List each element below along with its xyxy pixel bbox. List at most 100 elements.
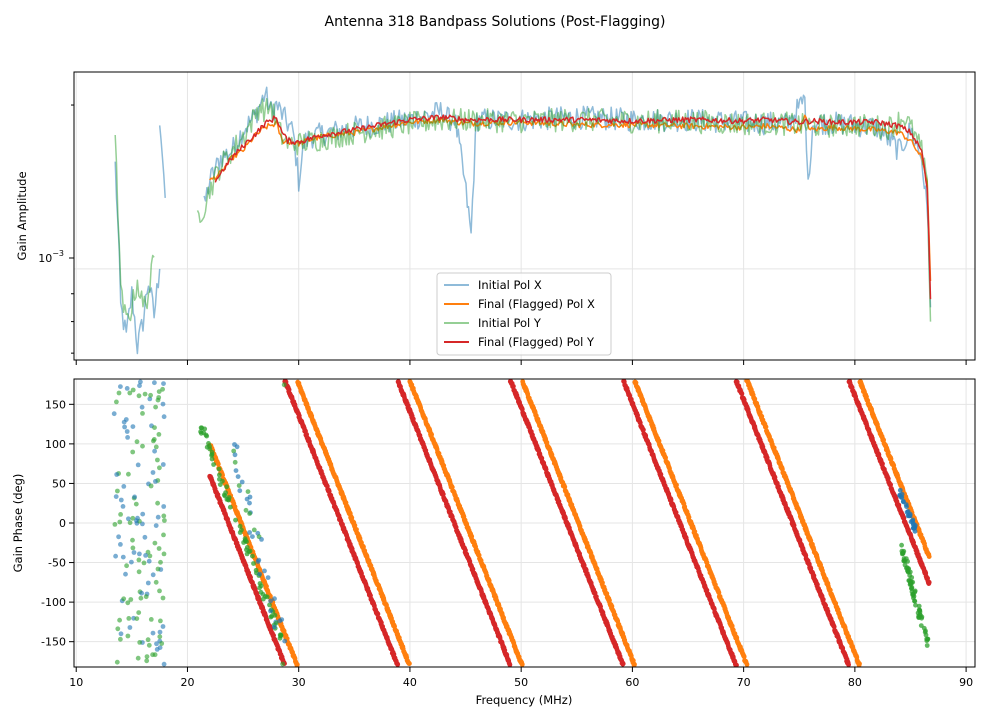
- phase-point-initial-noise: [144, 658, 150, 664]
- phase-point-initial-noise: [150, 630, 156, 636]
- phase-point-initial-noise: [155, 457, 160, 463]
- phase-point-initial-noise: [130, 387, 136, 393]
- phase-point-initial-noise: [137, 383, 142, 389]
- phase-point-pol-x-initial: [907, 511, 913, 517]
- phase-point-pol-x-final: [294, 662, 300, 667]
- phase-point-pol-x-final: [656, 438, 662, 444]
- phase-point-initial-noise: [140, 511, 146, 517]
- phase-point-initial-noise: [124, 429, 130, 434]
- phase-point-initial-noise: [146, 642, 152, 648]
- phase-point-pol-y-initial: [899, 551, 905, 557]
- phase-point-initial-scatter: [265, 575, 271, 580]
- phase-point-pol-y-final: [620, 661, 626, 667]
- phase-point-pol-x-final: [215, 461, 221, 467]
- phase-point-pol-y-final: [248, 575, 254, 580]
- phase-point-initial-noise: [132, 494, 138, 500]
- phase-point-pol-y-initial: [237, 523, 243, 529]
- phase-point-initial-scatter: [231, 448, 237, 454]
- phase-point-pol-x-final: [407, 661, 412, 666]
- phase-y-tick-label: 0: [59, 517, 66, 530]
- phase-point-pol-x-initial: [897, 487, 903, 493]
- phase-point-pol-y-initial: [924, 636, 930, 642]
- phase-point-pol-x-final: [741, 654, 747, 660]
- phase-point-initial-noise: [140, 411, 145, 416]
- phase-point-initial-noise: [130, 545, 136, 551]
- phase-point-initial-noise: [152, 540, 158, 546]
- phase-point-pol-y-final: [507, 662, 513, 667]
- phase-point-initial-noise: [148, 617, 154, 622]
- phase-point-initial-noise: [157, 465, 162, 471]
- phase-point-initial-noise: [125, 633, 131, 639]
- amplitude-line-pol-x-initial: [158, 125, 166, 198]
- phase-series: [111, 379, 932, 667]
- phase-point-pol-x-final: [716, 590, 722, 596]
- phase-point-pol-x-final: [857, 661, 862, 667]
- phase-point-pol-x-initial: [908, 519, 914, 525]
- phase-point-initial-scatter: [247, 530, 253, 535]
- phase-point-pol-y-initial: [919, 614, 925, 620]
- phase-point-pol-y-initial: [912, 598, 917, 604]
- phase-point-initial-noise: [117, 617, 122, 623]
- amplitude-line-pol-y-initial: [196, 97, 932, 322]
- phase-point-initial-noise: [112, 522, 118, 527]
- phase-point-initial-noise: [122, 424, 127, 430]
- phase-point-pol-y-initial: [211, 462, 217, 467]
- amplitude-line-pol-x-initial: [203, 86, 932, 308]
- phase-point-pol-y-initial: [899, 542, 904, 548]
- phase-point-initial-noise: [152, 448, 158, 454]
- phase-point-initial-noise: [114, 399, 119, 405]
- phase-point-initial-scatter: [255, 559, 261, 564]
- phase-point-initial-noise: [150, 652, 156, 658]
- x-tick-label: 30: [292, 676, 306, 689]
- figure-title: Antenna 318 Bandpass Solutions (Post-Fla…: [325, 14, 666, 30]
- phase-point-initial-noise: [127, 625, 133, 630]
- phase-point-initial-noise: [121, 484, 127, 489]
- amplitude-y-ticks: 10−3: [38, 104, 74, 354]
- phase-point-initial-noise: [143, 553, 149, 558]
- phase-point-initial-noise: [118, 542, 123, 547]
- phase-point-initial-noise: [124, 386, 130, 391]
- phase-point-initial-noise: [114, 659, 120, 665]
- phase-point-pol-x-initial: [910, 525, 916, 531]
- phase-point-pol-y-initial: [268, 614, 274, 620]
- phase-point-initial-noise: [160, 401, 166, 407]
- phase-point-pol-y-final: [885, 476, 891, 481]
- phase-y-ticks: -150 -100 -50 0 50 100 150: [41, 398, 74, 649]
- phase-point-initial-noise: [156, 389, 162, 394]
- phase-point-initial-noise: [155, 566, 161, 572]
- phase-point-initial-noise: [125, 600, 131, 606]
- phase-point-pol-x-final: [469, 534, 475, 539]
- phase-point-initial-noise: [150, 470, 156, 475]
- amplitude-line-pol-y-final: [214, 114, 932, 300]
- phase-point-pol-x-final: [600, 580, 605, 586]
- phase-point-pol-x-final: [632, 662, 637, 667]
- phase-point-pol-x-final: [352, 523, 358, 528]
- phase-point-initial-noise: [157, 645, 163, 650]
- phase-point-initial-noise: [155, 514, 161, 520]
- phase-grid: [74, 379, 975, 667]
- x-tick-label: 80: [848, 676, 862, 689]
- phase-point-initial-noise: [155, 500, 161, 506]
- phase-point-pol-y-final: [563, 516, 568, 521]
- phase-point-pol-y-initial: [217, 472, 222, 478]
- phase-point-initial-noise: [139, 590, 145, 596]
- amplitude-line-pol-x-initial: [114, 161, 161, 355]
- phase-point-initial-noise: [121, 596, 127, 602]
- phase-point-initial-noise: [117, 519, 123, 525]
- amplitude-x-ticks: [75, 360, 967, 365]
- phase-point-pol-y-final: [440, 491, 446, 497]
- phase-point-initial-scatter: [251, 527, 257, 533]
- phase-point-pol-y-final: [641, 427, 646, 433]
- amplitude-y-axis-label: Gain Amplitude: [15, 171, 29, 260]
- phase-point-pol-y-initial: [260, 592, 266, 597]
- phase-point-initial-scatter: [277, 618, 283, 624]
- phase-point-pol-y-initial: [207, 446, 213, 452]
- phase-point-initial-noise: [134, 439, 140, 445]
- phase-point-initial-noise: [136, 610, 142, 615]
- phase-point-initial-scatter: [235, 474, 241, 479]
- phase-point-initial-noise: [148, 392, 154, 398]
- phase-point-initial-noise: [161, 532, 166, 538]
- phase-point-initial-noise: [141, 560, 147, 566]
- phase-point-initial-noise: [140, 443, 145, 449]
- phase-point-pol-y-initial: [916, 603, 922, 609]
